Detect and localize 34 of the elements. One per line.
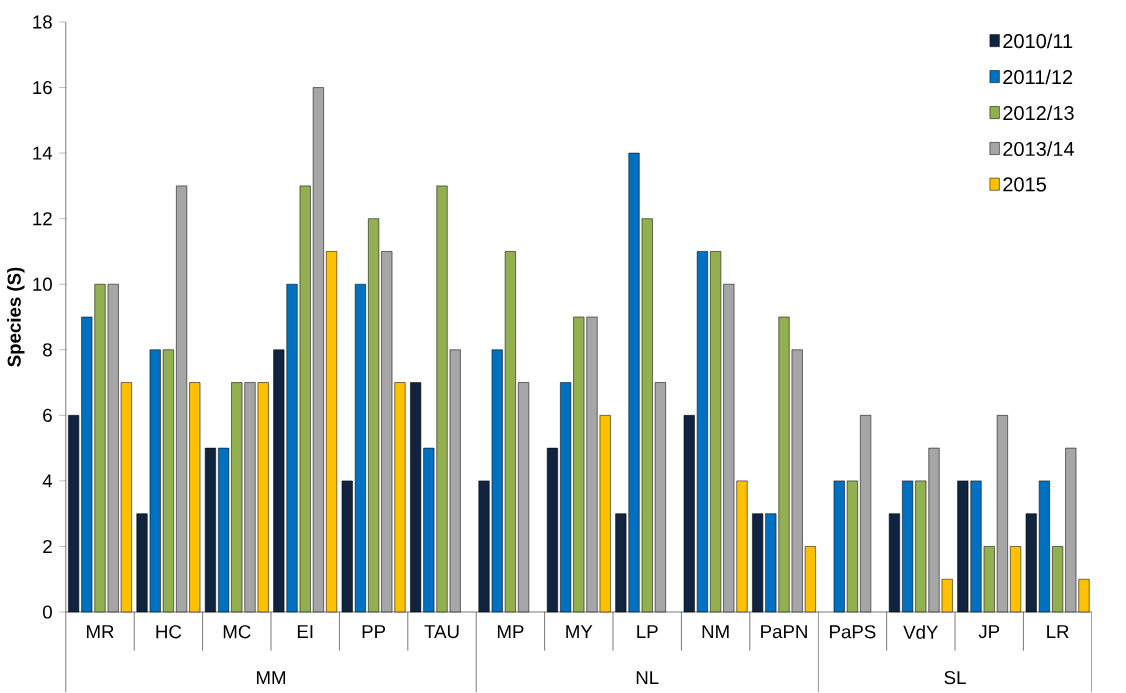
legend-label: 2010/11 [1003,33,1073,49]
text: MM [256,671,286,684]
text: SL [944,670,966,685]
y-tick-label: 18 [33,15,52,29]
y-axis-title: Species (S) [7,267,25,367]
x-tick-label: TAU [424,625,459,639]
y-tick-label: 0 [43,605,52,619]
legend-label: 2012/13 [1003,105,1074,121]
y-tick-label: 4 [42,474,53,488]
x-tick-label: MC [223,625,251,639]
x-tick-label: LR [1047,625,1069,638]
x-tick-label: NM [702,625,729,638]
x-tick-label: VdY [903,625,939,639]
x-tick-label: MY [566,625,593,638]
x-tick-label: MP [497,625,524,638]
x-tick-label: PaPN [761,625,807,639]
x-tick-label: PaPS [830,625,876,639]
y-tick-label: 16 [33,80,52,95]
x-tick-label: LP [637,625,658,638]
y-tick-label: 8 [43,343,52,357]
x-tick-label: PP [362,625,386,638]
x-tick-label: MR [87,625,114,638]
x-tick-label: HC [156,625,182,639]
y-tick-label: 6 [43,408,52,422]
x-tick-label: EI [297,625,313,638]
y-tick-label: 14 [33,146,53,160]
y-tick-label: 2 [43,539,52,553]
legend-label: 2015 [1003,177,1046,192]
x-tick-label: JP [978,625,1000,639]
y-tick-label: 12 [33,212,52,226]
y-tick-label: 10 [33,277,52,291]
legend-label: 2013/14 [1003,141,1075,157]
legend-label: 2011/12 [1003,69,1073,85]
text: NL [636,671,659,684]
